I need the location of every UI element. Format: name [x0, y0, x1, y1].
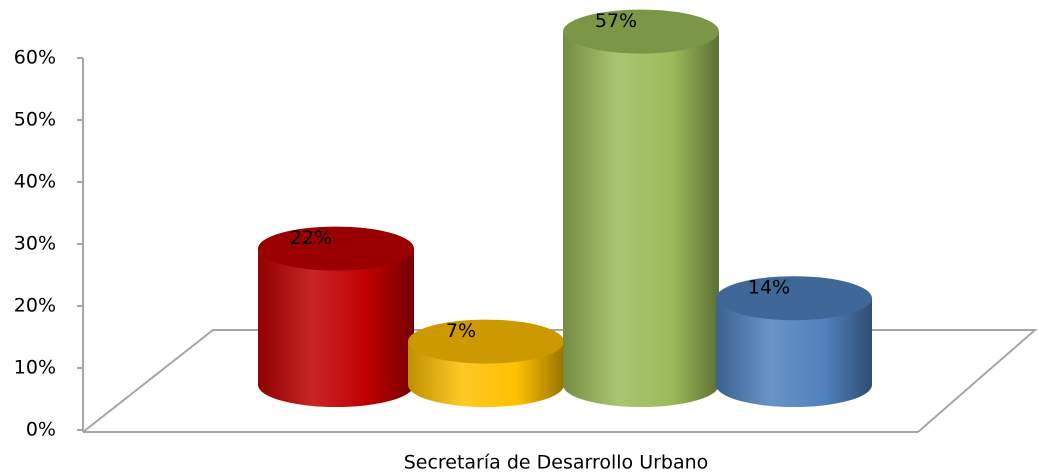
cylinder: [716, 276, 872, 407]
y-tick-label: 30%: [14, 233, 56, 255]
cylinder: [258, 226, 414, 407]
y-tick-label: 40%: [14, 171, 56, 193]
data-label: 14%: [748, 277, 790, 299]
y-tick-label: 60%: [14, 47, 56, 69]
y-tick-label: 0%: [26, 419, 56, 441]
cylinder-top: [408, 319, 564, 364]
cylinder-body: [716, 298, 872, 407]
cylinder-top: [563, 9, 719, 54]
y-tick-label: 10%: [14, 357, 56, 379]
cylinder-top: [716, 276, 872, 321]
x-category-label: Secretaría de Desarrollo Urbano: [404, 452, 709, 474]
data-label: 57%: [595, 10, 637, 32]
data-label: 7%: [446, 320, 476, 342]
y-tick-label: 20%: [14, 295, 56, 317]
cylinder: [408, 319, 564, 407]
y-tick-label: 50%: [14, 109, 56, 131]
cylinder-body: [563, 31, 719, 407]
data-label: 22%: [290, 227, 332, 249]
cylinder-top: [258, 226, 414, 271]
cylinder: [563, 9, 719, 407]
cylinder-body: [258, 248, 414, 407]
